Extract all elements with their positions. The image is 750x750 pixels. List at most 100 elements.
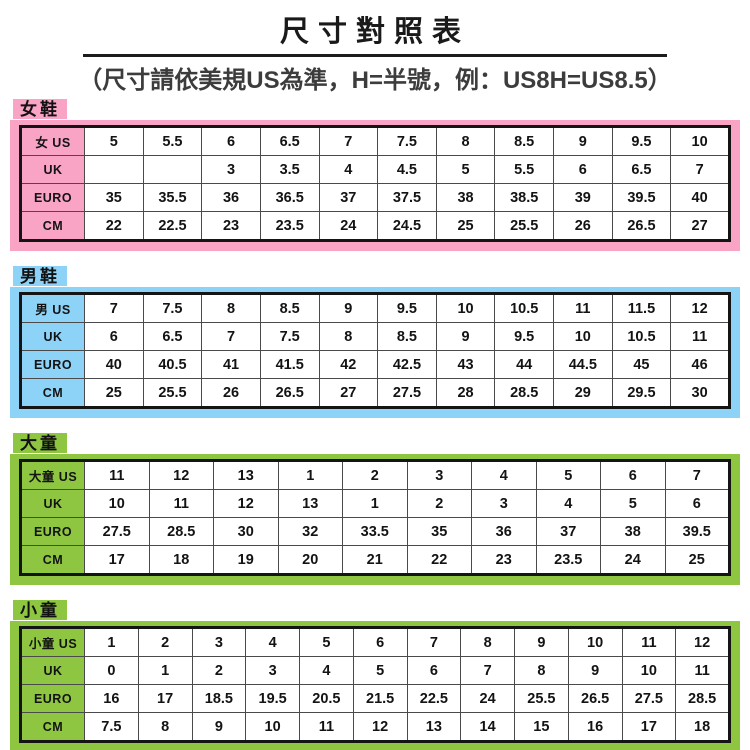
size-cell: 10.5: [611, 322, 672, 351]
size-cell: 5: [352, 656, 408, 685]
size-cell: 29.5: [611, 378, 672, 408]
size-cell: 11.5: [611, 293, 672, 323]
size-cell: 9.5: [611, 126, 672, 156]
size-cell: 24: [600, 545, 666, 575]
size-cell: 36: [201, 183, 261, 212]
size-cell: 8.5: [259, 293, 320, 323]
row-header: EURO: [20, 517, 85, 546]
size-cell: 11: [148, 489, 214, 518]
size-cell: 6: [201, 126, 261, 156]
size-cell: 7: [84, 293, 144, 323]
size-cell: 14: [460, 712, 515, 742]
size-cell: 44.5: [553, 350, 613, 379]
row-header: EURO: [20, 183, 85, 212]
table-row: EURO 16 17 18.5 19.5 20.5 21.5 22.5 24 25.5 26.5 27…: [20, 684, 730, 713]
size-cell: 26.5: [259, 378, 320, 408]
size-cell: 21: [342, 545, 408, 575]
table-row: CM 25 25.5 26 26.5 27 27.5 28 28.5 29 29.5 30: [20, 378, 730, 408]
size-cell: 40: [84, 350, 144, 379]
size-cell: 30: [213, 517, 279, 546]
size-cell: 39.5: [664, 517, 730, 546]
size-cell: 23.5: [259, 211, 320, 241]
size-cell: 5: [600, 489, 666, 518]
size-cell: 4.5: [377, 155, 437, 184]
size-cell: 25.5: [494, 211, 554, 241]
size-cell: 43: [435, 350, 496, 379]
size-cell: [84, 155, 144, 184]
size-cell: 5: [435, 155, 496, 184]
size-cell: 27: [318, 378, 379, 408]
size-cell: 24: [460, 684, 515, 713]
table-row: 小童 US 1 2 3 4 5 6 7 8 9 10 11 12: [20, 627, 730, 657]
table-row: UK 10 11 12 13 1 2 3 4 5 6: [20, 489, 730, 518]
size-cell: 38.5: [494, 183, 554, 212]
size-cell: 13: [277, 489, 343, 518]
size-cell: 17: [621, 712, 677, 742]
size-cell: 22: [406, 545, 472, 575]
table-row: EURO 40 40.5 41 41.5 42 42.5 43 44 44.5 45 46: [20, 350, 730, 379]
table-row: UK 3 3.5 4 4.5 5 5.5 6 6.5 7: [20, 155, 730, 184]
size-cell: 10: [567, 627, 623, 657]
size-cell: 25.5: [514, 684, 569, 713]
size-cell: 5.5: [494, 155, 554, 184]
size-cell: 3: [406, 460, 472, 490]
size-cell: 25: [84, 378, 144, 408]
size-cell: 8: [137, 712, 193, 742]
size-cell: 5: [299, 627, 354, 657]
row-header: CM: [20, 211, 85, 241]
size-cell: 9: [435, 322, 496, 351]
size-cell: 1: [342, 489, 408, 518]
size-cell: 2: [342, 460, 408, 490]
size-cell: 32: [277, 517, 343, 546]
size-cell: 3: [191, 627, 247, 657]
size-cell: 7: [406, 627, 462, 657]
size-cell: 4: [318, 155, 379, 184]
size-cell: 6: [406, 656, 462, 685]
size-cell: 35.5: [142, 183, 203, 212]
size-cell: 33.5: [342, 517, 408, 546]
size-cell: 8: [201, 293, 261, 323]
size-cell: 22.5: [406, 684, 462, 713]
size-cell: 13: [213, 460, 279, 490]
size-cell: 23: [471, 545, 537, 575]
size-cell: 46: [670, 350, 730, 379]
size-cell: 3: [245, 656, 300, 685]
size-cell: 41.5: [259, 350, 320, 379]
size-cell: 16: [84, 684, 139, 713]
size-cell: 7.5: [377, 126, 437, 156]
size-cell: 7.5: [142, 293, 203, 323]
size-cell: 24: [318, 211, 379, 241]
size-cell: 11: [670, 322, 730, 351]
size-sections: 女鞋 女 US 5 5.5 6 6.5 7 7.5 8 8.5 9 9.5 10 UK 3 3.5 4 4.5 5…: [0, 99, 750, 750]
size-cell: 8: [460, 627, 515, 657]
size-cell: 4: [471, 460, 537, 490]
row-header: EURO: [20, 684, 85, 713]
size-cell: 26.5: [567, 684, 623, 713]
size-cell: 6: [600, 460, 666, 490]
size-cell: 26: [553, 211, 613, 241]
size-cell: 12: [352, 712, 408, 742]
size-cell: 10: [621, 656, 677, 685]
size-cell: 26: [201, 378, 261, 408]
size-cell: 37: [318, 183, 379, 212]
size-section: 大童 大童 US 11 12 13 1 2 3 4 5 6 7 UK 10 11 12 13 1 2 3 4 5 6 EUR…: [10, 433, 740, 585]
section-label: 大童: [13, 433, 67, 453]
size-cell: 26.5: [611, 211, 672, 241]
size-cell: 11: [84, 460, 150, 490]
row-header: UK: [20, 489, 85, 518]
size-cell: 37.5: [377, 183, 437, 212]
size-cell: 8.5: [377, 322, 437, 351]
size-cell: 15: [514, 712, 569, 742]
size-cell: 12: [670, 293, 730, 323]
size-cell: 7: [670, 155, 730, 184]
row-header: UK: [20, 656, 85, 685]
size-cell: 9.5: [377, 293, 437, 323]
size-cell: 36.5: [259, 183, 320, 212]
size-cell: 28: [435, 378, 496, 408]
size-cell: 35: [84, 183, 144, 212]
size-cell: 27.5: [621, 684, 677, 713]
size-table: 小童 US 1 2 3 4 5 6 7 8 9 10 11 12 UK 0 1 2 3 4 5 6 7 8 9 10 11 EURO…: [19, 626, 731, 743]
section-label: 男鞋: [13, 266, 67, 286]
size-cell: 25: [664, 545, 730, 575]
size-cell: 11: [553, 293, 613, 323]
